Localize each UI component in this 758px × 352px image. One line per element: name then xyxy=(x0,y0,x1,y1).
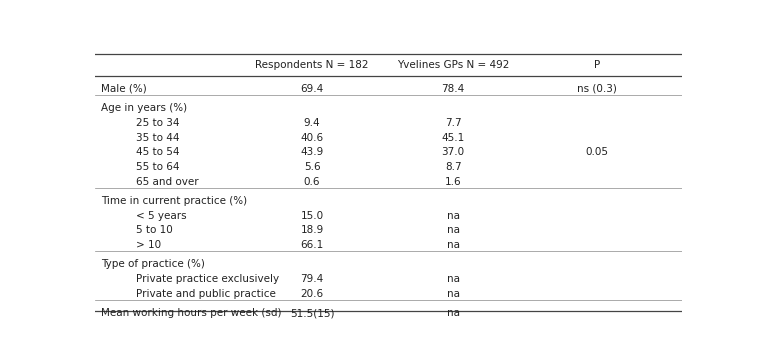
Text: 55 to 64: 55 to 64 xyxy=(136,162,180,172)
Text: Yvelines GPs N = 492: Yvelines GPs N = 492 xyxy=(397,60,509,70)
Text: na: na xyxy=(446,240,459,250)
Text: 1.6: 1.6 xyxy=(445,177,462,187)
Text: Private and public practice: Private and public practice xyxy=(136,289,276,299)
Text: Male (%): Male (%) xyxy=(101,84,146,94)
Text: 7.7: 7.7 xyxy=(445,118,462,128)
Text: 35 to 44: 35 to 44 xyxy=(136,133,180,143)
Text: na: na xyxy=(446,289,459,299)
Text: 0.05: 0.05 xyxy=(585,147,609,157)
Text: 65 and over: 65 and over xyxy=(136,177,199,187)
Text: na: na xyxy=(446,308,459,318)
Text: 5.6: 5.6 xyxy=(304,162,321,172)
Text: Mean working hours per week (sd): Mean working hours per week (sd) xyxy=(101,308,281,318)
Text: ns (0.3): ns (0.3) xyxy=(577,84,617,94)
Text: 37.0: 37.0 xyxy=(441,147,465,157)
Text: 45 to 54: 45 to 54 xyxy=(136,147,180,157)
Text: 8.7: 8.7 xyxy=(445,162,462,172)
Text: 0.6: 0.6 xyxy=(304,177,321,187)
Text: 79.4: 79.4 xyxy=(300,274,324,284)
Text: na: na xyxy=(446,211,459,221)
Text: 69.4: 69.4 xyxy=(300,84,324,94)
Text: 45.1: 45.1 xyxy=(441,133,465,143)
Text: 43.9: 43.9 xyxy=(300,147,324,157)
Text: 78.4: 78.4 xyxy=(441,84,465,94)
Text: 25 to 34: 25 to 34 xyxy=(136,118,180,128)
Text: Age in years (%): Age in years (%) xyxy=(101,103,186,113)
Text: na: na xyxy=(446,274,459,284)
Text: na: na xyxy=(446,225,459,235)
Text: 15.0: 15.0 xyxy=(300,211,324,221)
Text: 5 to 10: 5 to 10 xyxy=(136,225,173,235)
Text: 66.1: 66.1 xyxy=(300,240,324,250)
Text: > 10: > 10 xyxy=(136,240,161,250)
Text: 20.6: 20.6 xyxy=(300,289,324,299)
Text: Type of practice (%): Type of practice (%) xyxy=(101,259,205,270)
Text: < 5 years: < 5 years xyxy=(136,211,186,221)
Text: Respondents N = 182: Respondents N = 182 xyxy=(255,60,369,70)
Text: Private practice exclusively: Private practice exclusively xyxy=(136,274,279,284)
Text: 40.6: 40.6 xyxy=(300,133,324,143)
Text: 9.4: 9.4 xyxy=(304,118,321,128)
Text: P: P xyxy=(594,60,600,70)
Text: 18.9: 18.9 xyxy=(300,225,324,235)
Text: Time in current practice (%): Time in current practice (%) xyxy=(101,196,247,206)
Text: 51.5(15): 51.5(15) xyxy=(290,308,334,318)
